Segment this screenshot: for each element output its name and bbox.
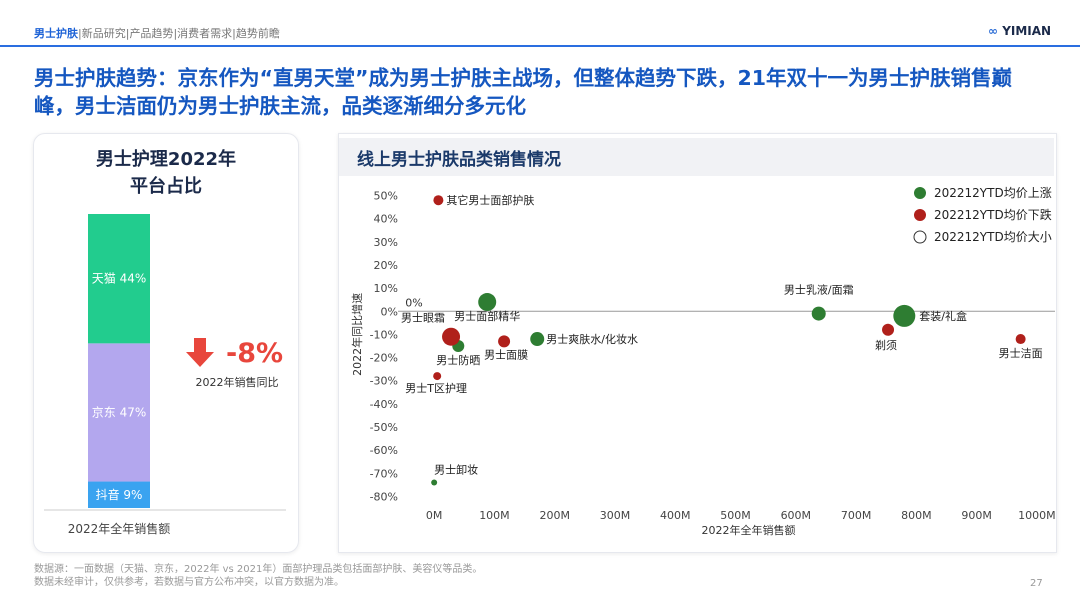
x-tick-label: 700M — [841, 509, 872, 522]
y-tick-label: 10% — [374, 282, 398, 295]
point-label: 剃须 — [875, 339, 897, 352]
page-number: 27 — [1030, 578, 1043, 589]
y-tick-label: -40% — [370, 398, 398, 411]
point-label: 男士防晒 — [436, 353, 480, 367]
segment-label: 天猫 44% — [92, 272, 147, 286]
bubble — [442, 327, 461, 346]
bubble — [882, 323, 895, 336]
nav-item[interactable]: 产品趋势 — [129, 27, 174, 40]
segment-label: 抖音 9% — [96, 487, 143, 502]
bubble — [811, 306, 826, 321]
point-label: 男士面膜 — [484, 348, 528, 361]
y-tick-label: 50% — [374, 190, 398, 203]
point-label: 男士卸妆 — [434, 463, 478, 477]
x-tick-label: 600M — [781, 509, 812, 522]
segment-label: 京东 47% — [92, 405, 147, 419]
brand-name: YIMIAN — [1002, 24, 1052, 38]
x-tick-label: 900M — [961, 509, 992, 522]
kpi-value: -8% — [226, 338, 283, 369]
bar-segment — [88, 481, 150, 508]
bubble — [433, 372, 442, 381]
point-label: 套装/礼盒 — [919, 309, 967, 323]
y-tick-label: 0% — [381, 305, 398, 318]
point-label: 男士T区护理 — [405, 381, 467, 395]
right-card — [338, 133, 1057, 553]
legend-marker — [914, 187, 926, 199]
footnote: 数据源：一面数据（天猫、京东，2022年 vs 2021年）面部护理品类包括面部… — [34, 563, 482, 589]
point-label: 男士面部精华 — [454, 309, 520, 323]
point-label: 其它男士面部护肤 — [446, 193, 534, 207]
x-tick-label: 500M — [720, 509, 751, 522]
y-tick-label: 20% — [374, 259, 398, 272]
bubble — [1015, 334, 1026, 345]
kpi-label: 2022年销售同比 — [196, 375, 279, 389]
x-category-label: 2022年全年销售额 — [68, 521, 171, 536]
y-tick-label: -60% — [370, 444, 398, 457]
y-tick-label: -30% — [370, 375, 398, 388]
bubble — [433, 195, 444, 206]
y-tick-label: -70% — [370, 467, 398, 480]
y-tick-label: -10% — [370, 328, 398, 341]
x-tick-label: 100M — [479, 509, 510, 522]
left-card — [33, 133, 299, 553]
down-arrow — [186, 338, 214, 367]
x-tick-label: 800M — [901, 509, 932, 522]
y-axis-title: 2022年同比增速 — [350, 293, 364, 376]
footnote-line: 数据未经审计，仅供参考，若数据与官方公布冲突，以官方数据为准。 — [34, 577, 344, 588]
bar-title: 男士护理2022年平台占比 — [95, 149, 237, 197]
x-tick-label: 0M — [426, 509, 443, 522]
y-tick-label: -80% — [370, 490, 398, 503]
nav-item[interactable]: 男士护肤 — [34, 27, 78, 40]
page-title: 男士护肤趋势：京东作为“直男天堂”成为男士护肤主战场，但整体趋势下跌，21年双十… — [34, 66, 1012, 118]
point-label: 男士洁面 — [999, 347, 1043, 360]
nav-item[interactable]: 趋势前瞻 — [235, 27, 280, 40]
point-label: 男士眼霜 — [401, 312, 445, 325]
point-label: 男士爽肤水/化妆水 — [546, 332, 638, 346]
nav-item[interactable]: 消费者需求 — [177, 27, 233, 40]
bar-segment — [88, 214, 150, 344]
chart-title: 线上男士护肤品类销售情况 — [357, 150, 561, 170]
legend-marker — [914, 209, 926, 221]
legend-label: 202212YTD均价大小 — [934, 230, 1052, 244]
legend-label: 202212YTD均价下跌 — [934, 207, 1052, 222]
point-label: 男士乳液/面霜 — [784, 283, 854, 297]
bubble — [478, 293, 497, 312]
chart-header — [339, 138, 1054, 176]
x-tick-label: 1000M — [1018, 509, 1056, 522]
x-tick-label: 400M — [660, 509, 691, 522]
y-tick-label: -20% — [370, 352, 398, 365]
legend-label: 202212YTD均价上涨 — [934, 185, 1052, 200]
legend-marker — [913, 230, 927, 244]
brand: ∞ YIMIAN — [988, 24, 1052, 38]
x-tick-label: 200M — [539, 509, 570, 522]
bar-segment — [88, 343, 150, 482]
bubble — [431, 479, 438, 486]
annotation: 0% — [405, 297, 422, 310]
bubble — [498, 335, 511, 348]
nav: 男士护肤|新品研究|产品趋势|消费者需求|趋势前瞻 — [34, 27, 280, 40]
header-rule — [0, 45, 1080, 47]
x-axis-title: 2022年全年销售额 — [702, 523, 796, 537]
y-tick-label: -50% — [370, 421, 398, 434]
y-tick-label: 40% — [374, 213, 398, 226]
bubble — [530, 332, 545, 347]
bubble — [893, 304, 916, 327]
nav-item[interactable]: 新品研究 — [81, 27, 126, 40]
footnote-line: 数据源：一面数据（天猫、京东，2022年 vs 2021年）面部护理品类包括面部… — [34, 564, 483, 575]
x-tick-label: 300M — [600, 509, 631, 522]
y-tick-label: 30% — [374, 236, 398, 249]
